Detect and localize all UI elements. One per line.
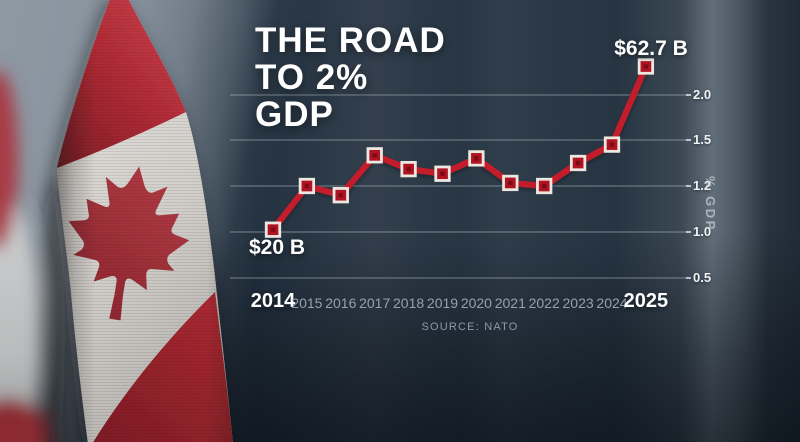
chart-title: THE ROAD TO 2% GDP [255, 22, 446, 133]
y-tick-label: 0.5 [693, 270, 712, 285]
x-year-label: 2021 [494, 295, 526, 311]
y-axis-label: % GDP [703, 176, 718, 232]
x-year-label: 2017 [359, 295, 391, 311]
x-year-label: 2019 [426, 295, 459, 311]
x-year-label: 2020 [460, 295, 492, 311]
x-year-label: 2025 [623, 290, 669, 312]
x-year-label: 2023 [562, 295, 594, 311]
blurred-flag-red-stripe [0, 70, 18, 250]
blurred-flag-red-corner [0, 398, 50, 442]
y-tick-label: 2.0 [693, 87, 712, 102]
chart-title-line-2: TO 2% [255, 58, 369, 97]
flag-crease-shadow [39, 180, 65, 442]
flag-edge-shading [57, 0, 233, 442]
x-year-label: 2016 [325, 295, 357, 311]
chart-title-line-3: GDP [255, 95, 334, 134]
x-year-label: 2014 [250, 290, 296, 312]
x-year-label: 2018 [393, 295, 425, 311]
y-tick-label: 1.5 [693, 132, 712, 147]
blurred-flag-left [0, 70, 65, 442]
blurred-flag-white-field [0, 174, 42, 442]
chart-title-line-1: THE ROAD [255, 21, 446, 60]
canada-flag-photo [0, 0, 233, 442]
y-tick-label: 1.0 [693, 224, 712, 239]
annotation-2025-value: $62.7 B [614, 37, 688, 60]
x-year-label: 2015 [291, 295, 323, 311]
annotation-2014-value: $20 B [249, 236, 306, 259]
y-tick-label: 1.2 [693, 178, 712, 193]
canada-flag [57, 0, 233, 442]
x-year-label: 2024 [596, 295, 628, 311]
x-year-label: 2022 [528, 295, 560, 311]
source-credit: SOURCE: NATO [421, 321, 519, 333]
